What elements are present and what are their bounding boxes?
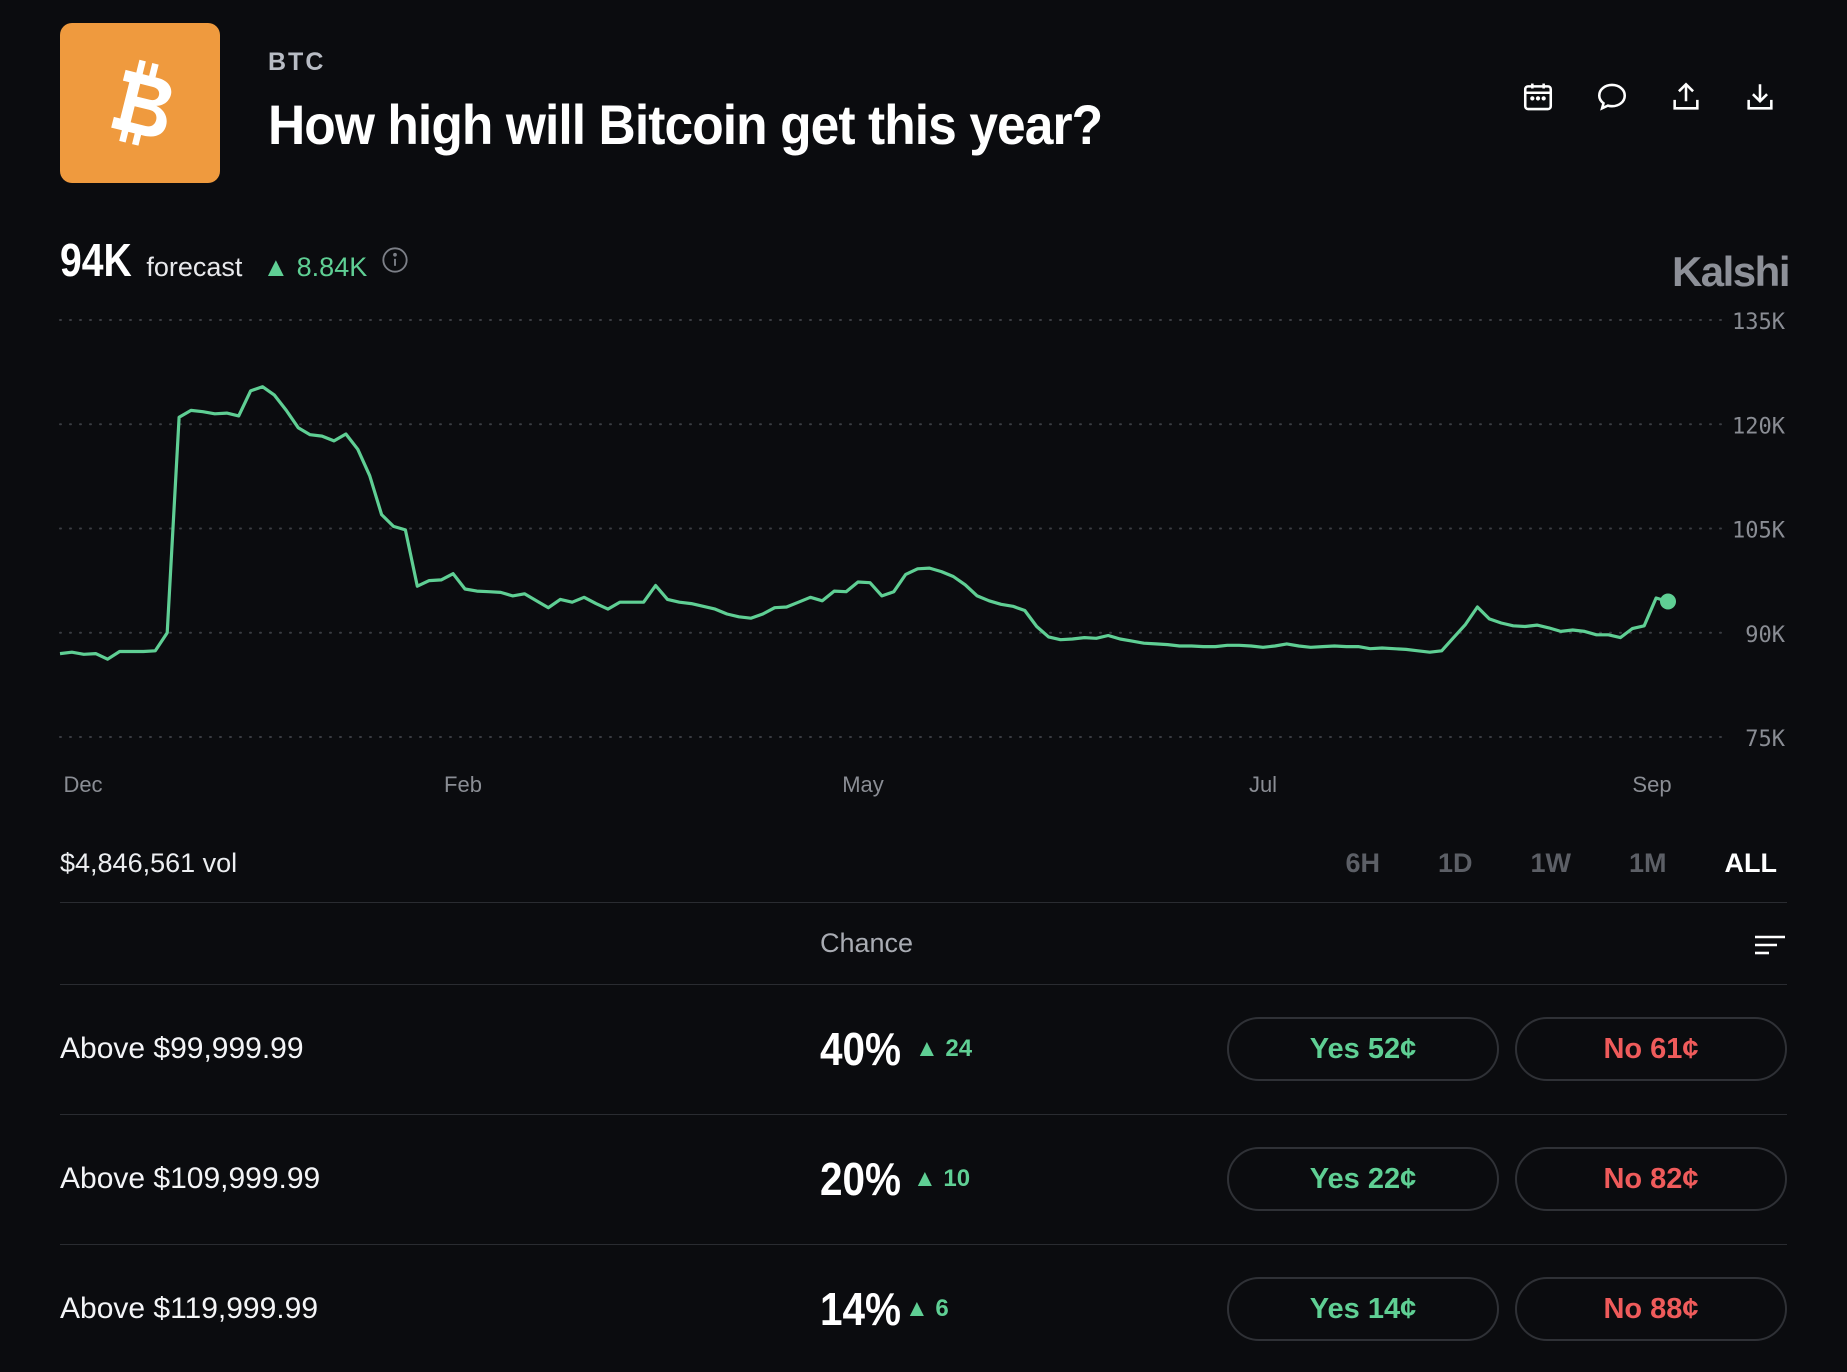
download-icon[interactable] [1743, 80, 1777, 114]
y-tick-label: 120K [1732, 414, 1786, 439]
range-1d[interactable]: 1D [1437, 848, 1473, 878]
x-tick-label: Jul [1249, 772, 1277, 797]
row-label: Above $99,999.99 [60, 1032, 304, 1065]
price-chart: 135K 120K 105K 90K 75K Dec Feb May Jul Sep [59, 310, 1786, 797]
row-chance-delta: ▲ 6 [905, 1295, 949, 1322]
yes-button[interactable]: Yes 22¢ [1227, 1147, 1499, 1211]
forecast-value: 94K [60, 234, 132, 286]
forecast-delta: ▲ 8.84K [262, 252, 368, 282]
time-range-selector: 6H 1D 1W 1M ALL [1345, 848, 1777, 879]
comment-icon[interactable] [1595, 80, 1629, 114]
y-tick-label: 90K [1745, 623, 1785, 648]
row-label: Above $119,999.99 [60, 1292, 319, 1325]
yes-button[interactable]: Yes 52¢ [1227, 1017, 1499, 1081]
table-row: Above $99,999.99 40% ▲ 24 Yes 52¢ No 61¢ [60, 984, 1787, 1114]
market-ticker: BTC [268, 48, 326, 76]
no-button[interactable]: No 61¢ [1515, 1017, 1787, 1081]
range-1m[interactable]: 1M [1629, 848, 1667, 878]
table-row: Above $119,999.99 14% ▲ 6 Yes 14¢ No 88¢ [60, 1244, 1787, 1372]
x-tick-label: Feb [444, 772, 482, 797]
series-line [59, 385, 1669, 661]
page-title: How high will Bitcoin get this year? [268, 93, 1103, 156]
x-tick-label: Dec [63, 772, 102, 797]
range-all[interactable]: ALL [1724, 848, 1777, 878]
y-tick-label: 135K [1732, 310, 1786, 335]
bitcoin-icon [111, 59, 172, 146]
range-6h[interactable]: 6H [1345, 848, 1380, 878]
row-chance-delta: ▲ 24 [915, 1035, 973, 1062]
sort-icon[interactable] [1753, 930, 1787, 960]
forecast-label: forecast [146, 252, 243, 282]
chance-column-header: Chance [820, 928, 914, 958]
volume-text: $4,846,561 vol [60, 848, 238, 878]
divider [60, 984, 1787, 985]
divider [60, 1114, 1787, 1115]
row-chance: 20% [820, 1153, 902, 1205]
row-chance: 40% [820, 1023, 902, 1075]
yes-button[interactable]: Yes 14¢ [1227, 1277, 1499, 1341]
table-row: Above $109,999.99 20% ▲ 10 Yes 22¢ No 82… [60, 1114, 1787, 1244]
y-tick-label: 75K [1745, 727, 1785, 752]
x-tick-label: May [842, 772, 884, 797]
row-chance: 14% [820, 1283, 902, 1335]
info-icon[interactable] [381, 246, 409, 274]
share-icon[interactable] [1669, 80, 1703, 114]
row-chance-delta: ▲ 10 [913, 1165, 971, 1192]
no-button[interactable]: No 88¢ [1515, 1277, 1787, 1341]
bitcoin-logo [60, 23, 220, 183]
no-button[interactable]: No 82¢ [1515, 1147, 1787, 1211]
row-label: Above $109,999.99 [60, 1162, 321, 1195]
forecast-summary: 94K forecast ▲ 8.84K [60, 233, 409, 287]
calendar-icon[interactable] [1521, 80, 1555, 114]
divider [60, 1244, 1787, 1245]
kalshi-brand: Kalshi [1671, 248, 1791, 295]
range-1w[interactable]: 1W [1530, 848, 1572, 878]
divider [60, 902, 1787, 903]
x-tick-label: Sep [1632, 772, 1671, 797]
current-value-point [1660, 593, 1676, 610]
y-tick-label: 105K [1732, 519, 1786, 544]
